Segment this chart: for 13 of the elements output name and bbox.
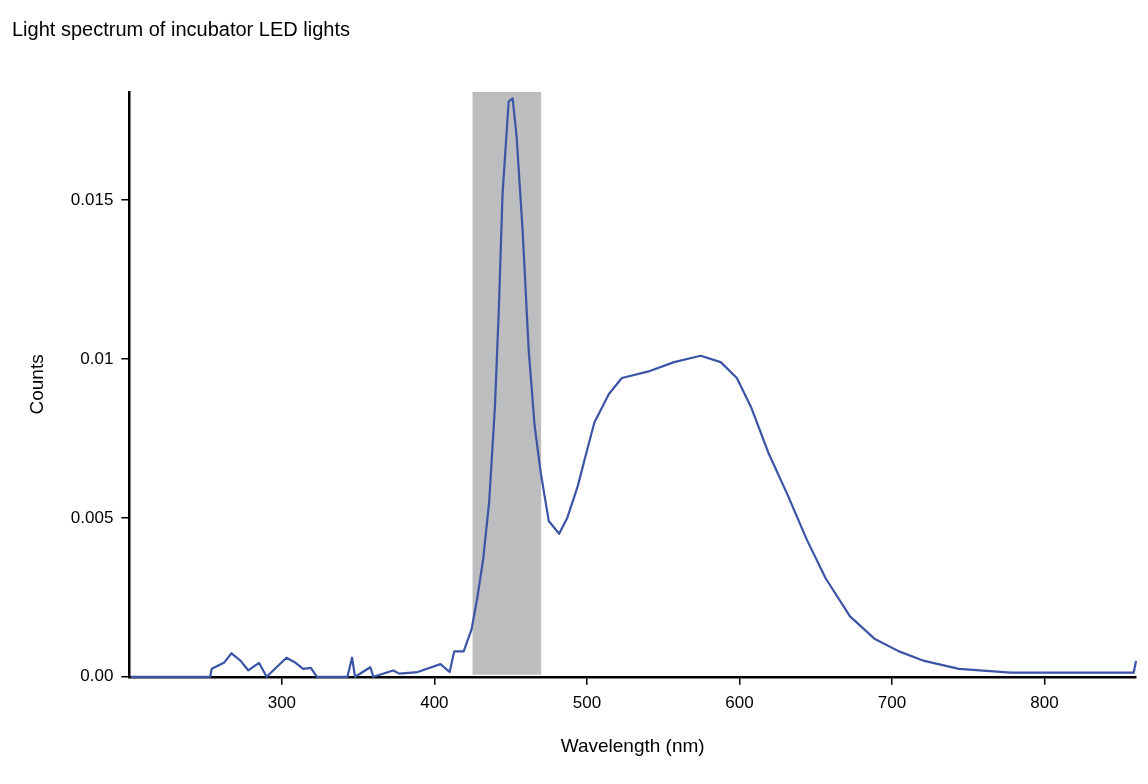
x-axis-title: Wavelength (nm) — [560, 734, 705, 756]
y-tick-label: 0.015 — [70, 189, 114, 209]
y-tick-label: 0.01 — [80, 348, 114, 368]
y-tick-label: 0.00 — [80, 666, 114, 686]
y-tick-label: 0.005 — [70, 507, 114, 527]
x-tick-label: 400 — [420, 692, 449, 712]
x-tick-label: 700 — [877, 692, 907, 712]
chart-title: Light spectrum of incubator LED lights — [12, 17, 350, 40]
y-axis-title: Counts — [25, 354, 47, 415]
x-tick-label: 300 — [267, 692, 297, 712]
x-tick-label: 800 — [1030, 692, 1059, 712]
x-tick-label: 500 — [572, 692, 602, 712]
x-tick-label: 600 — [725, 692, 754, 712]
